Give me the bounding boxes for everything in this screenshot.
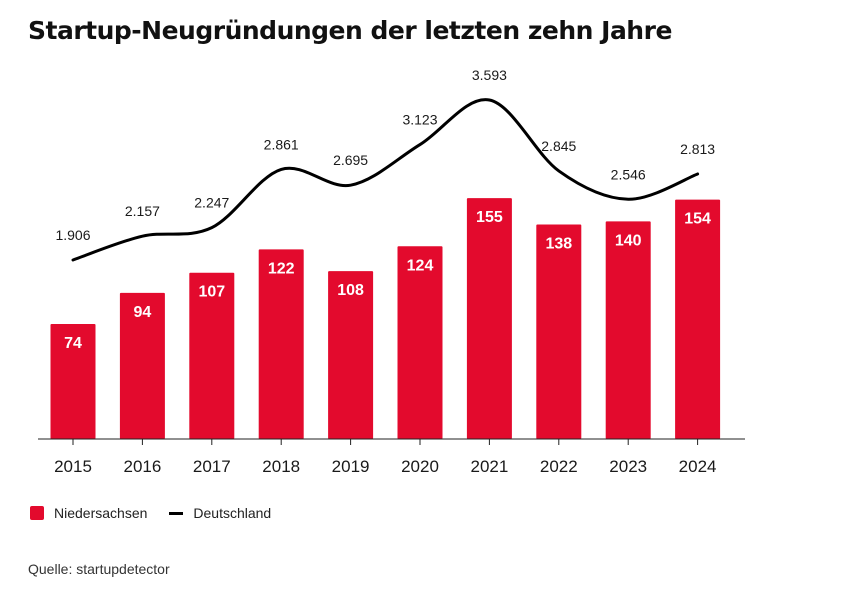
combo-chart: 74 94 107 122 108 124 155 138 140 154 2015 2016 2017… [38, 67, 745, 476]
bar-niedersachsen-2017 [189, 272, 235, 439]
x-tick-label-2022: 2022 [540, 457, 578, 476]
line-deutschland [71, 98, 700, 262]
bar-niedersachsen-2024 [675, 199, 721, 439]
x-tick-label-2024: 2024 [679, 457, 717, 476]
x-tick-label-2023: 2023 [609, 457, 647, 476]
line-label-2017: 2.247 [194, 195, 229, 211]
bar-niedersachsen-2019 [328, 271, 374, 439]
line-label-2016: 2.157 [125, 203, 160, 219]
legend-swatch-bar [30, 506, 44, 520]
bar-label-2015: 74 [64, 335, 82, 352]
line-label-2019: 2.695 [333, 152, 368, 168]
bar-label-2019: 108 [337, 282, 364, 299]
line-label-2020: 3.123 [402, 112, 437, 128]
bar-label-2023: 140 [615, 232, 642, 249]
bar-label-2018: 122 [268, 260, 295, 277]
bar-label-2022: 138 [545, 236, 572, 253]
legend-label-niedersachsen: Niedersachsen [54, 505, 148, 521]
bar-label-2020: 124 [407, 257, 434, 274]
x-tick-label-2021: 2021 [470, 457, 508, 476]
bar-label-2021: 155 [476, 209, 503, 226]
bar-label-2016: 94 [134, 304, 152, 321]
line-label-2023: 2.546 [611, 166, 646, 182]
line-label-2022: 2.845 [541, 138, 576, 154]
legend-item-deutschland: Deutschland [169, 505, 271, 521]
bar-niedersachsen-2020 [397, 246, 443, 439]
bar-niedersachsen-2015 [50, 324, 96, 439]
bar-label-2017: 107 [198, 284, 225, 301]
source-note: Quelle: startupdetector [28, 561, 170, 577]
x-tick-label-2017: 2017 [193, 457, 231, 476]
bar-niedersachsen-2021 [466, 198, 512, 439]
x-tick-label-2020: 2020 [401, 457, 439, 476]
bar-label-2024: 154 [684, 211, 711, 228]
bar-niedersachsen-2023 [605, 221, 651, 439]
x-tick-label-2018: 2018 [262, 457, 300, 476]
chart-title: Startup-Neugründungen der letzten zehn J… [28, 16, 672, 45]
line-label-2024: 2.813 [680, 141, 715, 157]
bar-niedersachsen-2016 [119, 292, 165, 439]
x-tick-label-2015: 2015 [54, 457, 92, 476]
bar-niedersachsen-2018 [258, 249, 304, 439]
line-label-2018: 2.861 [264, 136, 299, 152]
legend: Niedersachsen Deutschland [30, 505, 293, 521]
legend-label-deutschland: Deutschland [193, 505, 272, 521]
legend-swatch-line [169, 511, 184, 515]
line-label-2015: 1.906 [55, 227, 90, 243]
x-tick-label-2016: 2016 [123, 457, 161, 476]
x-tick-label-2019: 2019 [332, 457, 370, 476]
legend-item-niedersachsen: Niedersachsen [30, 505, 147, 521]
bar-niedersachsen-2022 [536, 224, 582, 439]
line-label-2021: 3.593 [472, 67, 507, 83]
